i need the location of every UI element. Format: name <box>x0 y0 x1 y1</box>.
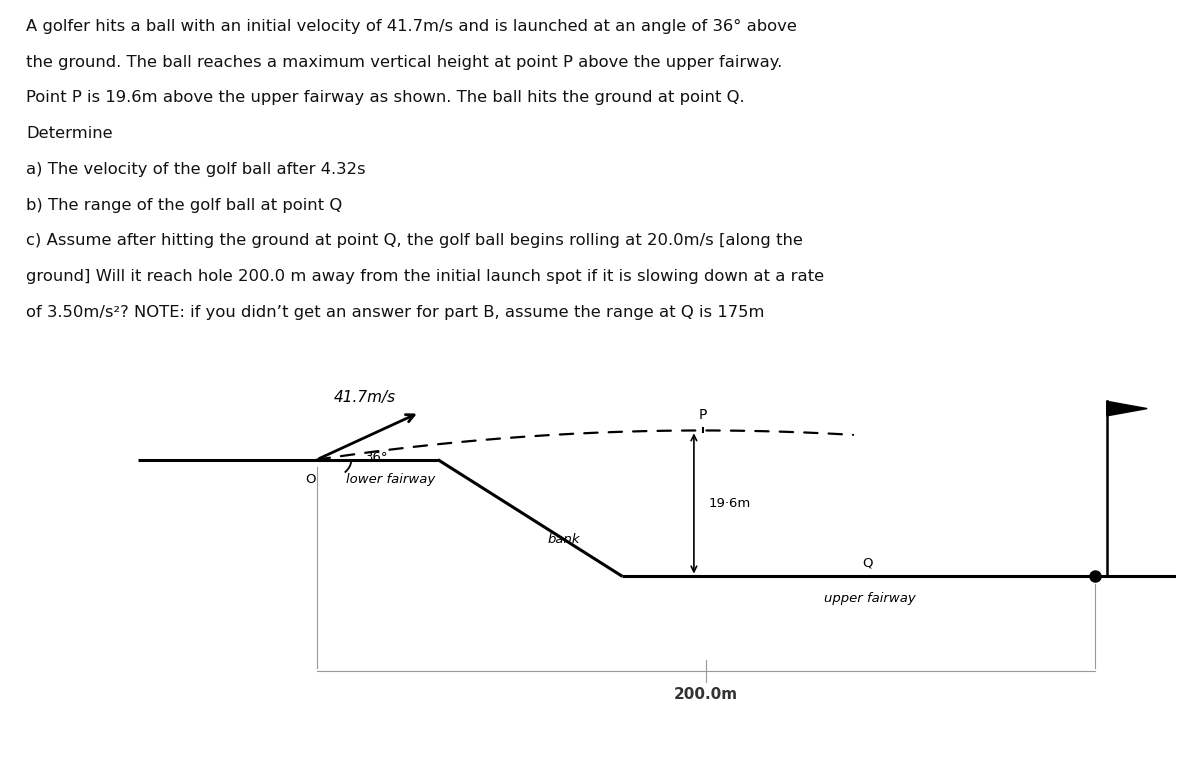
Text: O: O <box>306 473 317 486</box>
Text: A golfer hits a ball with an initial velocity of 41.7m/s and is launched at an a: A golfer hits a ball with an initial vel… <box>26 19 797 34</box>
Text: upper fairway: upper fairway <box>824 593 917 606</box>
Text: 19·6m: 19·6m <box>709 497 751 510</box>
Polygon shape <box>1106 401 1147 416</box>
Text: Q: Q <box>863 556 872 569</box>
Text: P: P <box>698 407 707 422</box>
Text: of 3.50m/s²? NOTE: if you didn’t get an answer for part B, assume the range at Q: of 3.50m/s²? NOTE: if you didn’t get an … <box>26 305 764 320</box>
Text: b) The range of the golf ball at point Q: b) The range of the golf ball at point Q <box>26 198 343 213</box>
Text: 200.0m: 200.0m <box>674 687 738 702</box>
Text: 41.7m/s: 41.7m/s <box>334 390 396 405</box>
Text: a) The velocity of the golf ball after 4.32s: a) The velocity of the golf ball after 4… <box>26 162 366 177</box>
Text: the ground. The ball reaches a maximum vertical height at point P above the uppe: the ground. The ball reaches a maximum v… <box>26 55 782 70</box>
Text: Point P is 19.6m above the upper fairway as shown. The ball hits the ground at p: Point P is 19.6m above the upper fairway… <box>26 90 745 106</box>
Text: Determine: Determine <box>26 126 113 141</box>
Text: ground] Will it reach hole 200.0 m away from the initial launch spot if it is sl: ground] Will it reach hole 200.0 m away … <box>26 269 824 284</box>
Text: c) Assume after hitting the ground at point Q, the golf ball begins rolling at 2: c) Assume after hitting the ground at po… <box>26 233 803 249</box>
Text: 36°: 36° <box>365 451 389 464</box>
Text: bank: bank <box>547 533 580 546</box>
Text: lower fairway: lower fairway <box>346 473 434 486</box>
